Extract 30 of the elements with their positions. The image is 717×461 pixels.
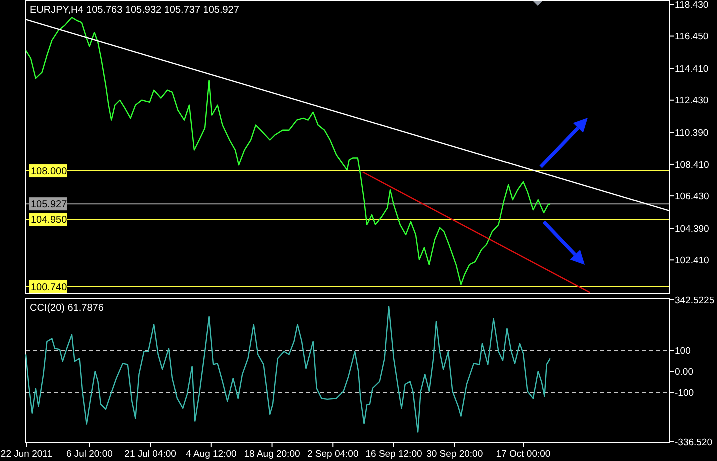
y-tick-label: 102.410 [675,255,710,266]
y-tick-label: -336.520 [675,437,713,448]
x-tick-label: 2 Sep 04:00 [308,449,359,460]
y-tick-label: 110.390 [675,128,709,140]
ref-line-label: 104.950 [31,215,68,226]
x-tick-label: 22 Jun 2011 [0,449,53,460]
x-tick-label: 4 Aug 12:00 [186,449,237,460]
x-tick-label: 16 Sep 12:00 [366,449,422,460]
x-tick-label: 6 Jul 20:00 [66,449,113,460]
y-tick-label: 118.430 [675,0,709,12]
ref-line-label: 108.000 [31,166,68,178]
y-tick-label: 106.430 [675,191,710,202]
x-tick-label: 18 Aug 20:00 [244,449,300,460]
y-tick-label: 116.450 [675,32,709,43]
x-tick-label: 17 Oct 00:00 [496,449,551,460]
y-tick-label: 108.410 [675,160,710,171]
y-tick-label: 100 [675,346,691,358]
line-series [25,17,551,286]
chart-title: CCI(20) 61.7876 [30,303,104,314]
y-tick-label: 112.430 [675,96,709,107]
ref-line-label: 100.740 [31,282,68,294]
y-tick-label: 104.390 [675,224,710,235]
y-tick-label: 342.5225 [675,295,715,306]
y-tick-label: 0.00 [675,366,694,378]
x-tick-label: 30 Sep 20:00 [426,449,484,460]
x-tick-label: 21 Jul 04:00 [124,449,176,460]
y-tick-label: 114.410 [675,64,709,76]
chart-title: EURJPY,H4 105.763 105.932 105.737 105.927 [30,5,240,16]
ref-line-label: 105.927 [31,200,68,211]
y-tick-label: -100 [675,388,694,399]
